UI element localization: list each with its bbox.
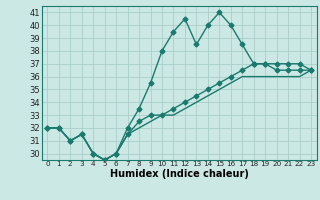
X-axis label: Humidex (Indice chaleur): Humidex (Indice chaleur) (110, 169, 249, 179)
